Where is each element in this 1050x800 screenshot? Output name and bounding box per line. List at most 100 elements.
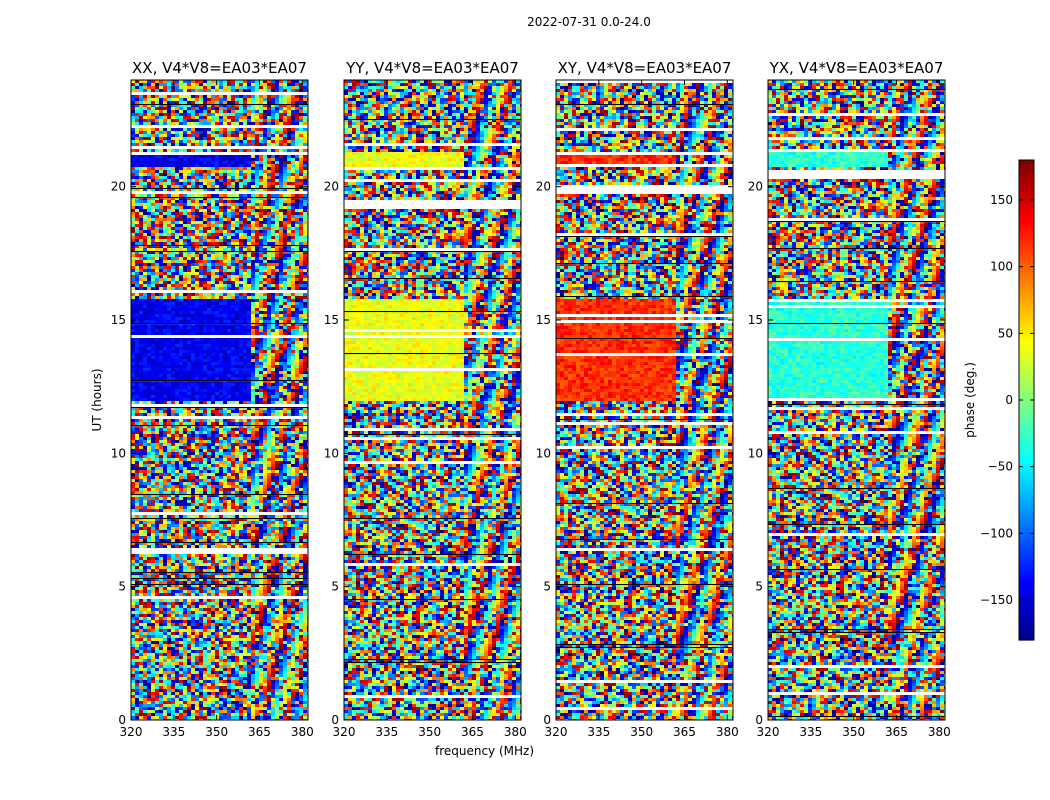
phase-heatmap [344, 80, 521, 720]
x-tick-label: 365 [673, 725, 696, 739]
colorbar-segment [1019, 212, 1034, 217]
colorbar-segment [1019, 316, 1034, 321]
colorbar-segment [1019, 348, 1034, 353]
panel-frame [343, 79, 522, 721]
x-tick-label: 380 [928, 725, 951, 739]
colorbar-segment [1019, 388, 1034, 393]
y-tick-label: 15 [111, 313, 126, 327]
colorbar-segment [1019, 220, 1034, 225]
colorbar-segment [1019, 340, 1034, 345]
y-tick-label: 10 [748, 446, 763, 460]
colorbar-segment [1019, 296, 1034, 301]
colorbar-segment [1019, 292, 1034, 297]
colorbar-segment [1019, 404, 1034, 409]
colorbar-segment [1019, 580, 1034, 585]
colorbar-segment [1019, 512, 1034, 517]
colorbar-segment [1019, 320, 1034, 325]
x-tick-label: 350 [842, 725, 865, 739]
colorbar-segment [1019, 476, 1034, 481]
colorbar-segment [1019, 248, 1034, 253]
colorbar-segment [1019, 496, 1034, 501]
colorbar-segment [1019, 560, 1034, 565]
colorbar-segment [1019, 436, 1034, 441]
colorbar-segment [1019, 540, 1034, 545]
colorbar-segment [1019, 344, 1034, 349]
x-tick-label: 320 [333, 725, 356, 739]
colorbar-segment [1019, 612, 1034, 617]
panels-group: XX, V4*V8=EA03*EA07 320 335 350 365 380 0 5 10 15… [90, 59, 951, 758]
x-tick-label: 320 [545, 725, 568, 739]
colorbar-tick-label: 0 [1005, 393, 1013, 407]
colorbar-segment [1019, 272, 1034, 277]
colorbar-segment [1019, 520, 1034, 525]
colorbar-segment [1019, 312, 1034, 317]
y-tick-label: 5 [118, 580, 126, 594]
colorbar-segment [1019, 468, 1034, 473]
colorbar-segment [1019, 456, 1034, 461]
x-tick-label: 335 [375, 725, 398, 739]
colorbar-segment [1019, 592, 1034, 597]
y-tick-label: 10 [536, 446, 551, 460]
figure-suptitle: 2022-07-31 0.0-24.0 [527, 15, 651, 29]
colorbar-tick-label: −100 [980, 526, 1013, 540]
colorbar-segment [1019, 184, 1034, 189]
colorbar-segment [1019, 412, 1034, 417]
colorbar-segment [1019, 584, 1034, 589]
colorbar-segment [1019, 480, 1034, 485]
x-tick-label: 335 [162, 725, 185, 739]
x-tick-label: 380 [716, 725, 739, 739]
panel-title: XX, V4*V8=EA03*EA07 [132, 59, 307, 77]
colorbar-segment [1019, 524, 1034, 529]
colorbar-segment [1019, 364, 1034, 369]
colorbar-segment [1019, 264, 1034, 269]
colorbar-segment [1019, 452, 1034, 457]
colorbar-segment [1019, 308, 1034, 313]
colorbar-segment [1019, 332, 1034, 337]
panel-1: XX, V4*V8=EA03*EA07 320 335 350 365 380 0 5 10 15… [90, 59, 314, 739]
x-tick-label: 350 [630, 725, 653, 739]
colorbar-segment [1019, 200, 1034, 205]
y-tick-label: 0 [118, 713, 126, 727]
colorbar-segment [1019, 216, 1034, 221]
colorbar-segment [1019, 420, 1034, 425]
y-tick-label: 0 [543, 713, 551, 727]
y-tick-label: 20 [324, 180, 339, 194]
y-tick-label: 15 [748, 313, 763, 327]
colorbar: −150 −100 −50 0 50 100 150 phase (deg.) [963, 159, 1035, 641]
colorbar-segment [1019, 372, 1034, 377]
x-tick-label: 365 [461, 725, 484, 739]
panel-3: XY, V4*V8=EA03*EA07 320 335 350 365 380 0 5 10 15… [536, 59, 739, 739]
panel-frame [767, 79, 946, 721]
y-tick-label: 15 [324, 313, 339, 327]
colorbar-segment [1019, 516, 1034, 521]
colorbar-segment [1019, 568, 1034, 573]
colorbar-segment [1019, 288, 1034, 293]
colorbar-segment [1019, 444, 1034, 449]
colorbar-segment [1019, 556, 1034, 561]
colorbar-segment [1019, 360, 1034, 365]
colorbar-segment [1019, 500, 1034, 505]
colorbar-tick-label: 50 [998, 326, 1013, 340]
colorbar-segment [1019, 636, 1034, 641]
colorbar-segment [1019, 188, 1034, 193]
panel-title: YY, V4*V8=EA03*EA07 [345, 59, 519, 77]
colorbar-segment [1019, 240, 1034, 245]
colorbar-segment [1019, 352, 1034, 357]
x-tick-label: 365 [885, 725, 908, 739]
panel-frame [555, 79, 734, 721]
y-tick-label: 10 [111, 446, 126, 460]
colorbar-segment [1019, 484, 1034, 489]
x-tick-label: 320 [120, 725, 143, 739]
colorbar-segment [1019, 624, 1034, 629]
colorbar-segment [1019, 328, 1034, 333]
y-tick-label: 5 [543, 580, 551, 594]
panel-frame [130, 79, 309, 721]
x-tick-label: 380 [504, 725, 527, 739]
colorbar-segment [1019, 168, 1034, 173]
x-tick-label: 350 [418, 725, 441, 739]
colorbar-segment [1019, 196, 1034, 201]
panel-title: XY, V4*V8=EA03*EA07 [558, 59, 732, 77]
colorbar-segment [1019, 428, 1034, 433]
colorbar-segment [1019, 504, 1034, 509]
x-tick-label: 380 [291, 725, 314, 739]
